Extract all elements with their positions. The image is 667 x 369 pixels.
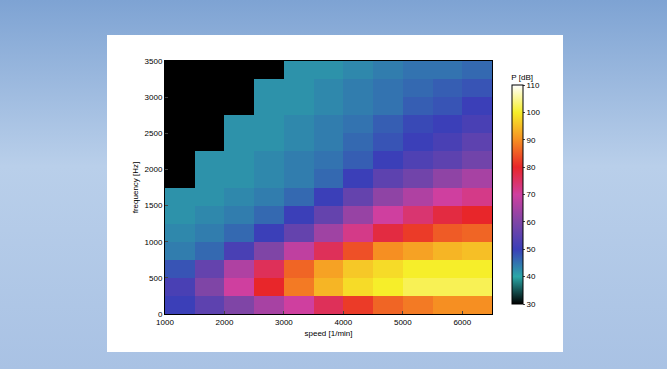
svg-text:frequency [Hz]: frequency [Hz] <box>131 162 140 214</box>
svg-text:50: 50 <box>527 245 536 254</box>
svg-text:2000: 2000 <box>145 165 163 174</box>
svg-text:speed [1/min]: speed [1/min] <box>304 329 352 338</box>
svg-text:70: 70 <box>527 190 536 199</box>
svg-text:1000: 1000 <box>156 318 174 327</box>
svg-text:110: 110 <box>527 81 540 90</box>
svg-text:3000: 3000 <box>145 93 163 102</box>
svg-text:1500: 1500 <box>145 201 163 210</box>
svg-text:0: 0 <box>158 310 163 319</box>
svg-text:1000: 1000 <box>145 238 163 247</box>
svg-text:500: 500 <box>149 274 163 283</box>
svg-text:3500: 3500 <box>145 57 163 66</box>
svg-text:3000: 3000 <box>275 318 293 327</box>
svg-text:40: 40 <box>527 272 536 281</box>
svg-text:2500: 2500 <box>145 129 163 138</box>
svg-text:60: 60 <box>527 218 536 227</box>
svg-text:5000: 5000 <box>394 318 412 327</box>
svg-text:30: 30 <box>527 300 536 309</box>
svg-text:P [dB]: P [dB] <box>511 73 533 82</box>
svg-text:80: 80 <box>527 163 536 172</box>
svg-text:100: 100 <box>527 108 541 117</box>
svg-text:2000: 2000 <box>216 318 234 327</box>
svg-text:6000: 6000 <box>453 318 471 327</box>
svg-text:90: 90 <box>527 136 536 145</box>
svg-text:4000: 4000 <box>334 318 352 327</box>
